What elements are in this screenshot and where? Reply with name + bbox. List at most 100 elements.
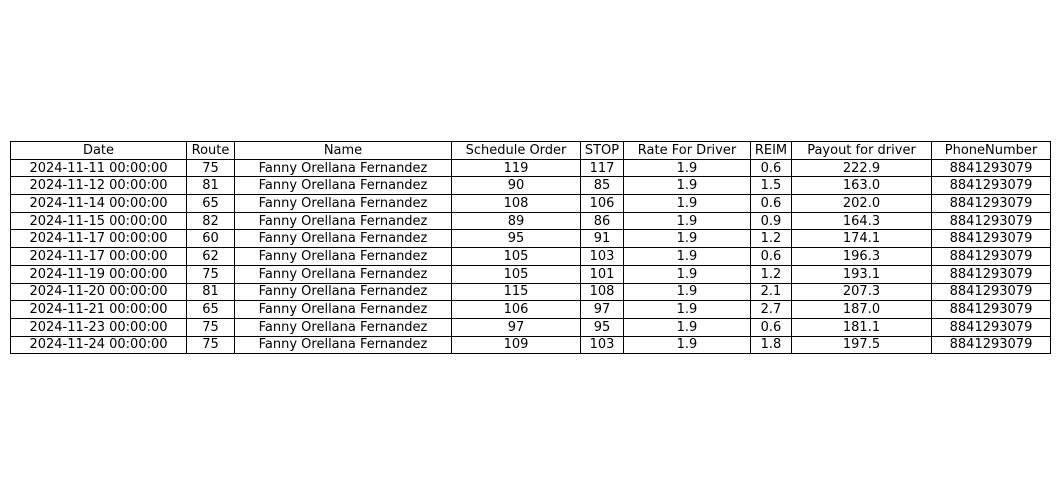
schedule-order-cell: 106 [451,300,581,319]
schedule-order-cell: 105 [451,247,581,266]
reim-cell: 0.6 [750,317,792,337]
column-header-payout-for-driver: Payout for driver [791,141,932,160]
reim-cell: 0.6 [750,247,792,266]
stop-cell: 86 [580,211,624,231]
table-row: 2024-11-21 00:00:00 65 Fanny Orellana Fern… [10,300,1051,319]
phone-number-cell: 8841293079 [931,194,1051,213]
column-header-reim: REIM [750,141,792,160]
payout-for-driver-cell: 187.0 [791,300,932,319]
reim-cell: 2.1 [750,282,792,302]
route-cell: 65 [186,300,235,319]
stop-cell: 91 [580,229,624,249]
date-cell: 2024-11-14 00:00:00 [10,194,187,213]
payout-for-driver-cell: 181.1 [791,317,932,337]
route-cell: 75 [186,335,235,355]
route-cell: 60 [186,229,235,249]
rate-for-driver-cell: 1.9 [623,335,751,355]
table-row: 2024-11-14 00:00:00 65 Fanny Orellana Fern… [10,194,1051,213]
route-cell: 82 [186,211,235,231]
payout-for-driver-cell: 197.5 [791,335,932,355]
phone-number-cell: 8841293079 [931,300,1051,319]
column-header-date: Date [10,141,187,160]
route-cell: 75 [186,264,235,284]
phone-number-cell: 8841293079 [931,317,1051,337]
column-header-name: Name [234,141,452,160]
schedule-order-cell: 89 [451,211,581,231]
schedule-order-cell: 97 [451,317,581,337]
table-row: 2024-11-20 00:00:00 81 Fanny Orellana Fern… [10,282,1051,302]
date-cell: 2024-11-17 00:00:00 [10,229,187,249]
date-cell: 2024-11-15 00:00:00 [10,211,187,231]
rate-for-driver-cell: 1.9 [623,211,751,231]
table-row: 2024-11-11 00:00:00 75 Fanny Orellana Fern… [10,158,1051,178]
payout-for-driver-cell: 193.1 [791,264,932,284]
schedule-order-cell: 95 [451,229,581,249]
date-cell: 2024-11-21 00:00:00 [10,300,187,319]
payout-for-driver-cell: 196.3 [791,247,932,266]
phone-number-cell: 8841293079 [931,158,1051,178]
schedule-order-cell: 90 [451,176,581,196]
name-cell: Fanny Orellana Fernandez [234,211,452,231]
name-cell: Fanny Orellana Fernandez [234,247,452,266]
rate-for-driver-cell: 1.9 [623,158,751,178]
schedule-order-cell: 109 [451,335,581,355]
table-row: 2024-11-23 00:00:00 75 Fanny Orellana Fern… [10,317,1051,337]
date-cell: 2024-11-20 00:00:00 [10,282,187,302]
rate-for-driver-cell: 1.9 [623,247,751,266]
rate-for-driver-cell: 1.9 [623,300,751,319]
name-cell: Fanny Orellana Fernandez [234,194,452,213]
route-cell: 75 [186,158,235,178]
column-header-stop: STOP [580,141,624,160]
stop-cell: 101 [580,264,624,284]
stop-cell: 97 [580,300,624,319]
table-row: 2024-11-17 00:00:00 60 Fanny Orellana Fern… [10,229,1051,249]
route-cell: 81 [186,176,235,196]
stop-cell: 85 [580,176,624,196]
route-cell: 65 [186,194,235,213]
column-header-schedule-order: Schedule Order [451,141,581,160]
reim-cell: 0.9 [750,211,792,231]
phone-number-cell: 8841293079 [931,247,1051,266]
name-cell: Fanny Orellana Fernandez [234,300,452,319]
date-cell: 2024-11-11 00:00:00 [10,158,187,178]
rate-for-driver-cell: 1.9 [623,176,751,196]
date-cell: 2024-11-24 00:00:00 [10,335,187,355]
table-row: 2024-11-19 00:00:00 75 Fanny Orellana Fern… [10,264,1051,284]
route-cell: 62 [186,247,235,266]
table-row: 2024-11-17 00:00:00 62 Fanny Orellana Fern… [10,247,1051,266]
stop-cell: 108 [580,282,624,302]
name-cell: Fanny Orellana Fernandez [234,229,452,249]
reim-cell: 0.6 [750,194,792,213]
reim-cell: 1.2 [750,229,792,249]
name-cell: Fanny Orellana Fernandez [234,282,452,302]
reim-cell: 1.2 [750,264,792,284]
schedule-order-cell: 115 [451,282,581,302]
data-table: Date Route Name Schedule Order STOP Rate… [10,141,1051,355]
rate-for-driver-cell: 1.9 [623,229,751,249]
payout-for-driver-cell: 207.3 [791,282,932,302]
reim-cell: 2.7 [750,300,792,319]
payout-for-driver-cell: 164.3 [791,211,932,231]
reim-cell: 0.6 [750,158,792,178]
schedule-order-cell: 105 [451,264,581,284]
rate-for-driver-cell: 1.9 [623,264,751,284]
name-cell: Fanny Orellana Fernandez [234,335,452,355]
column-header-phone-number: PhoneNumber [931,141,1051,160]
phone-number-cell: 8841293079 [931,176,1051,196]
table-row: 2024-11-24 00:00:00 75 Fanny Orellana Fern… [10,335,1051,355]
date-cell: 2024-11-23 00:00:00 [10,317,187,337]
stop-cell: 95 [580,317,624,337]
route-cell: 75 [186,317,235,337]
phone-number-cell: 8841293079 [931,282,1051,302]
payout-for-driver-cell: 174.1 [791,229,932,249]
rate-for-driver-cell: 1.9 [623,317,751,337]
rate-for-driver-cell: 1.9 [623,282,751,302]
reim-cell: 1.5 [750,176,792,196]
name-cell: Fanny Orellana Fernandez [234,264,452,284]
stop-cell: 106 [580,194,624,213]
name-cell: Fanny Orellana Fernandez [234,176,452,196]
stop-cell: 103 [580,335,624,355]
column-header-rate-for-driver: Rate For Driver [623,141,751,160]
header-row: Date Route Name Schedule Order STOP Rate… [10,141,1051,160]
schedule-order-cell: 119 [451,158,581,178]
